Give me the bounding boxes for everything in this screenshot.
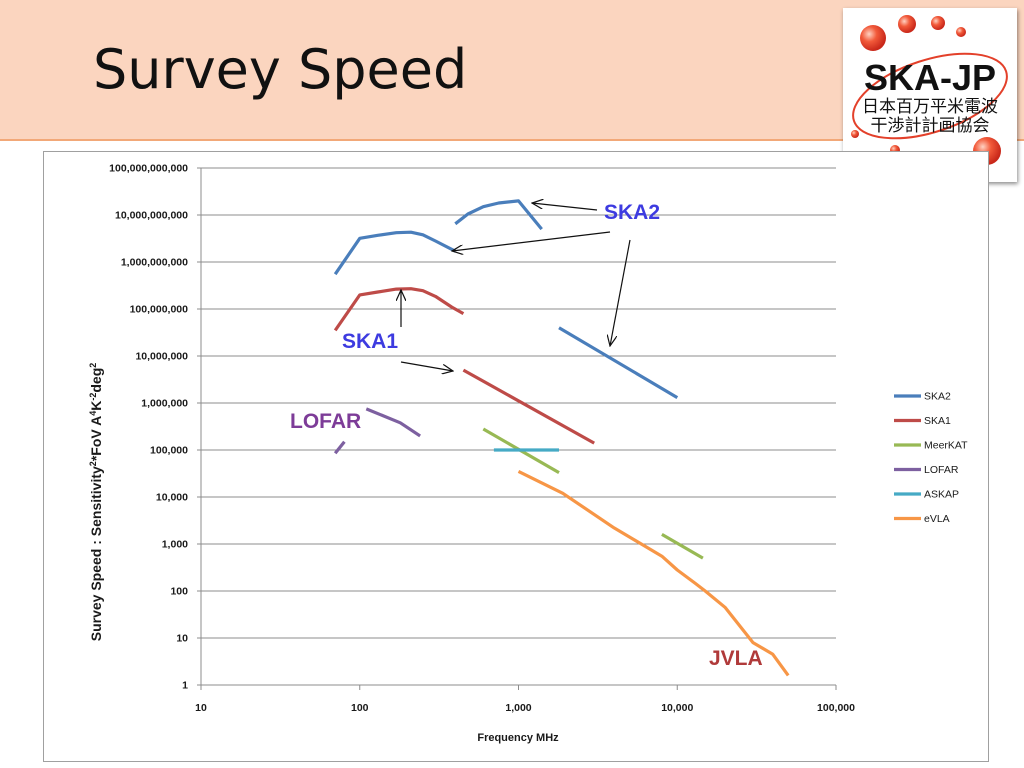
- legend-label-askap: ASKAP: [924, 489, 959, 501]
- series-line-lofar-0: [333, 440, 346, 455]
- y-tick-label: 100,000: [150, 445, 188, 457]
- x-tick-label: 1,000: [505, 702, 531, 714]
- series-line-ska2-2: [558, 326, 679, 399]
- y-tick-label: 1,000: [162, 539, 188, 551]
- logo-subtitle-line1: 日本百万平米電波: [862, 97, 998, 117]
- logo-subtitle-line2: 干渉計計画協会: [871, 116, 990, 136]
- y-tick-label: 10,000,000: [135, 351, 188, 363]
- ska1-arrow-lower: [400, 361, 453, 371]
- annotation-jvla: JVLA: [709, 647, 763, 670]
- y-tick-label: 10,000: [156, 492, 188, 504]
- logo-name: SKA-JP: [864, 57, 996, 98]
- annotation-lofar: LOFAR: [290, 410, 361, 433]
- x-tick-label: 100,000: [817, 702, 855, 714]
- series-line-lofar-1: [365, 407, 421, 438]
- x-axis-title: Frequency MHz: [477, 732, 559, 744]
- series-line-ska2-0: [333, 230, 457, 276]
- y-tick-label: 10: [176, 633, 188, 645]
- legend-label-lofar: LOFAR: [924, 464, 959, 476]
- y-tick-label: 10,000,000,000: [115, 210, 188, 222]
- series-evla: [517, 469, 790, 677]
- series-line-meerkat-1: [661, 533, 704, 560]
- series-lofar: [333, 407, 421, 455]
- series-line-evla-0: [517, 469, 790, 677]
- legend-label-meerkat: MeerKAT: [924, 440, 968, 452]
- legend-label-ska2: SKA2: [924, 391, 951, 403]
- ska2-arrow-lower: [610, 239, 631, 346]
- series-line-ska2-1: [454, 199, 543, 231]
- ska2-arrow-middle: [452, 231, 611, 251]
- survey-speed-chart: 1 10 100 1,000 10,000 100,000 1,000,000 10,000,…: [88, 163, 968, 745]
- y-tick-label: 100,000,000: [130, 304, 189, 316]
- legend-label-evla: eVLA: [924, 513, 950, 525]
- series-meerkat: [482, 427, 704, 560]
- y-axis-title: Survey Speed : Sensitivity2*FoV A4K-2deg…: [88, 363, 104, 642]
- y-tick-label: 100: [170, 586, 188, 598]
- series-line-ska1-0: [333, 287, 465, 332]
- y-tick-label: 100,000,000,000: [109, 163, 188, 175]
- y-tick-label: 1: [182, 680, 188, 692]
- chart-frame: 1 10 100 1,000 10,000 100,000 1,000,000 10,000,…: [43, 151, 989, 762]
- x-tick-label: 10: [195, 702, 207, 714]
- series-ska2: [333, 199, 679, 399]
- slide-title: Survey Speed: [93, 38, 468, 101]
- x-tick-label: 100: [351, 702, 369, 714]
- y-tick-label: 1,000,000: [141, 398, 188, 410]
- series-line-ska1-1: [462, 368, 595, 445]
- annotation-ska2: SKA2: [604, 201, 660, 224]
- annotation-ska1: SKA1: [342, 330, 398, 353]
- y-tick-label: 1,000,000,000: [121, 257, 188, 269]
- x-tick-label: 10,000: [661, 702, 693, 714]
- ska2-arrow-upper: [532, 203, 598, 211]
- series-ska1: [333, 287, 595, 445]
- legend-label-ska1: SKA1: [924, 415, 951, 427]
